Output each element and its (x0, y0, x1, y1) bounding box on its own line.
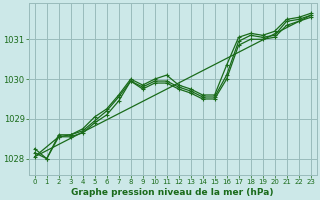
X-axis label: Graphe pression niveau de la mer (hPa): Graphe pression niveau de la mer (hPa) (71, 188, 274, 197)
